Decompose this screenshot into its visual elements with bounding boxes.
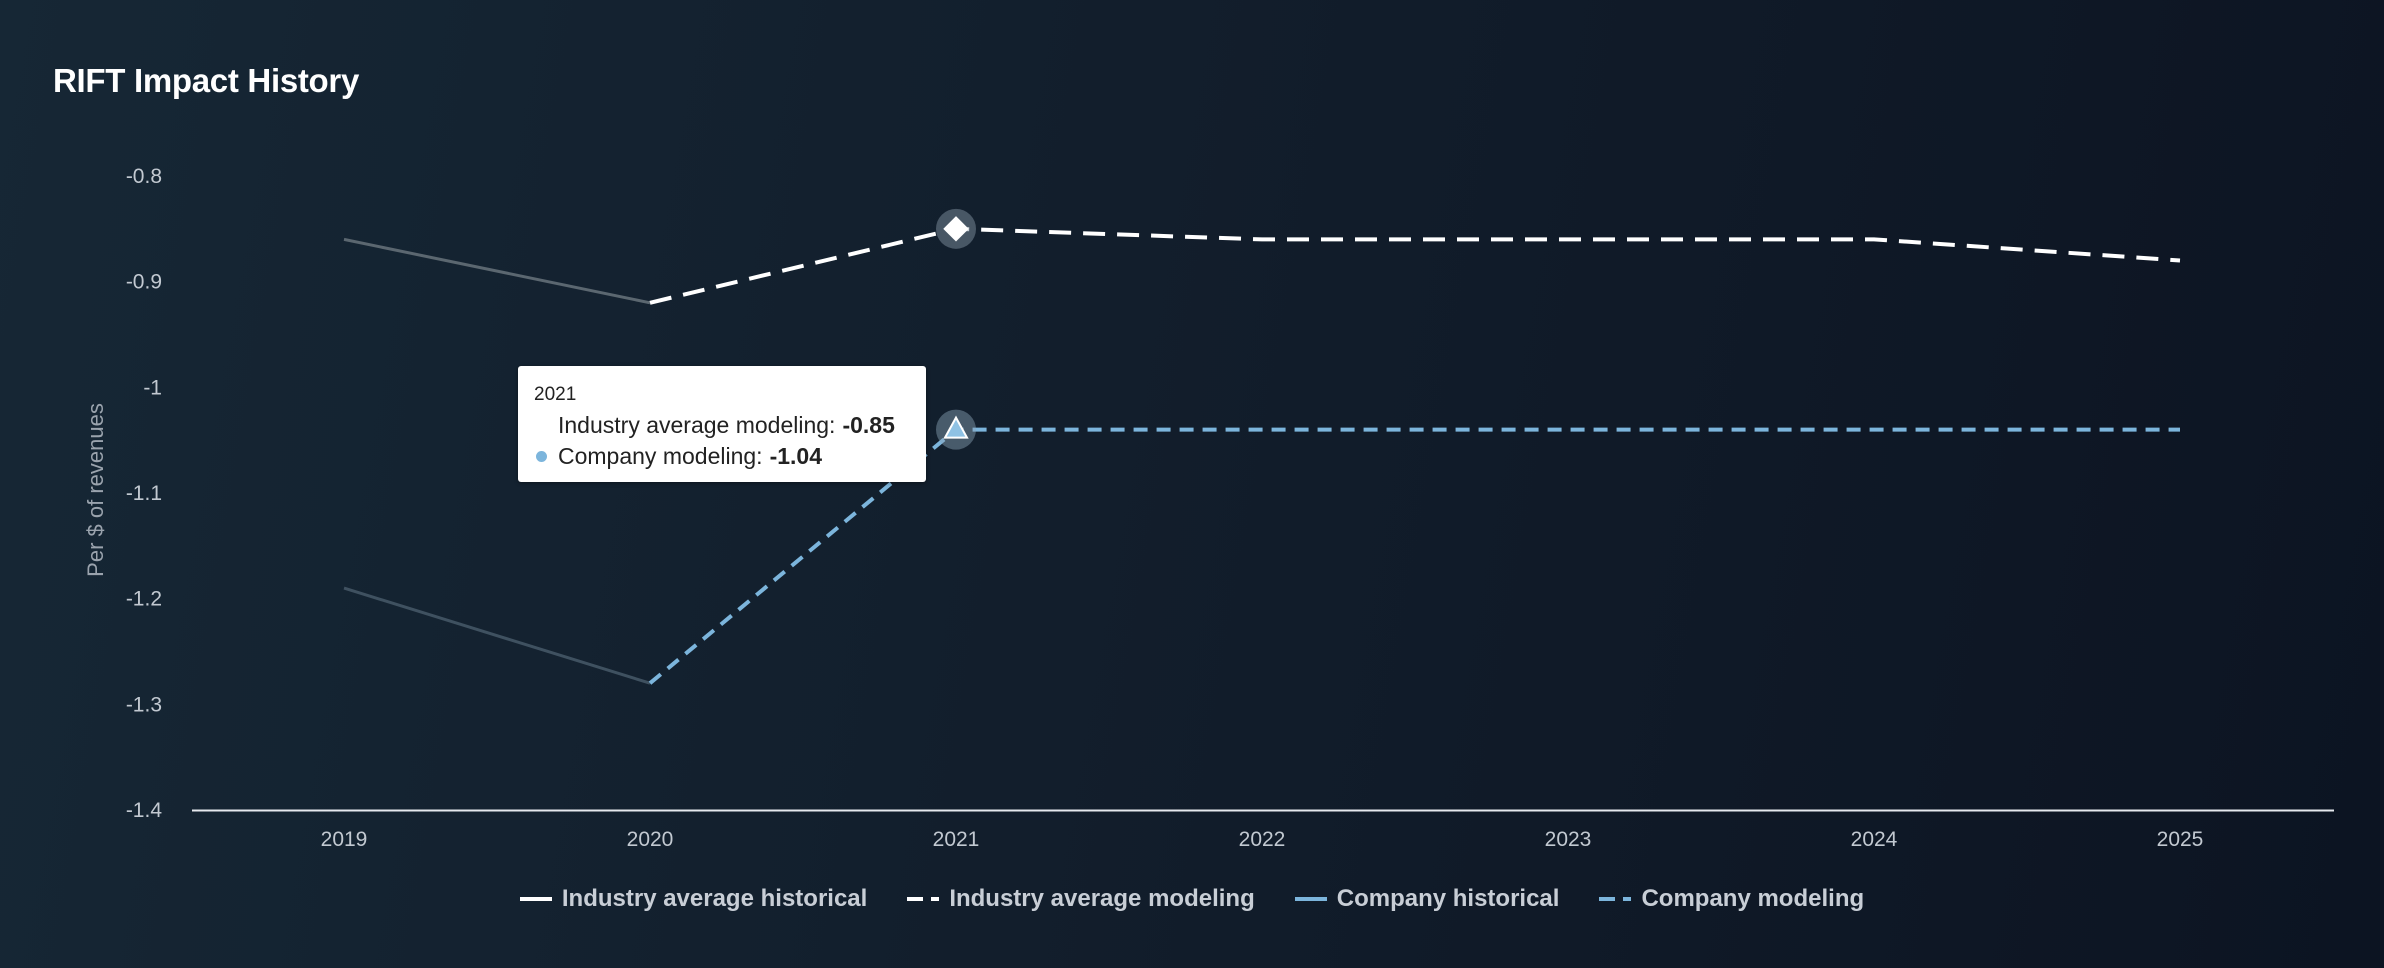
legend-item-industry-modeling[interactable]: Industry average modeling [907,885,1255,913]
legend-label: Industry average modeling [949,885,1255,912]
y-tick-label: -1.2 [126,588,162,611]
y-tick-label: -1.4 [126,799,163,822]
tooltip-title: 2021 [534,384,577,405]
y-tick-label: -0.9 [126,271,162,294]
chart-title: RIFT Impact History [53,62,360,99]
industry-modeling-marker [943,216,969,242]
legend-dash-icon [1599,897,1632,901]
x-tick-label: 2024 [1851,828,1898,851]
tooltip-row: Company modeling: -1.04 [534,441,910,472]
series-line-industry-average-historical [343,237,651,305]
y-tick-label: -1.3 [126,693,162,716]
x-tick-label: 2022 [1239,828,1286,851]
chart-legend: Industry average historical Industry ave… [0,885,2384,913]
legend-item-company-historical[interactable]: Company historical [1294,885,1560,913]
x-tick-label: 2019 [321,828,368,851]
y-tick-label: -1 [143,376,162,399]
legend-item-industry-historical[interactable]: Industry average historical [519,885,868,913]
legend-dash-icon [907,897,940,901]
y-axis-label: Per $ of revenues [83,403,108,577]
legend-label: Company historical [1336,885,1560,912]
series-line-company-historical [343,586,651,685]
legend-line-icon [519,897,552,901]
x-tick-label: 2025 [2157,828,2204,851]
company-modeling-marker [943,415,969,439]
tooltip-row: Industry average modeling: -0.85 [534,410,910,441]
x-tick-label: 2023 [1545,828,1592,851]
chart-tooltip: 2021 Industry average modeling: -0.85 Co… [518,366,926,482]
series-line-industry-average-modeling [649,226,2181,305]
tooltip-value: -1.04 [769,443,822,469]
legend-item-company-modeling[interactable]: Company modeling [1599,885,1864,913]
tooltip-label: Company modeling: [558,443,763,469]
tooltip-label: Industry average modeling: [558,412,836,438]
y-tick-label: -0.8 [126,165,162,188]
legend-label: Company modeling [1641,885,1865,912]
x-tick-label: 2021 [933,828,980,851]
tooltip-value: -0.85 [842,412,895,438]
tooltip-dot-industry [536,420,547,431]
y-tick-label: -1.1 [126,482,162,505]
legend-line-icon [1294,897,1327,901]
x-tick-label: 2020 [627,828,674,851]
legend-label: Industry average historical [561,885,868,912]
tooltip-dot-company [536,451,547,462]
